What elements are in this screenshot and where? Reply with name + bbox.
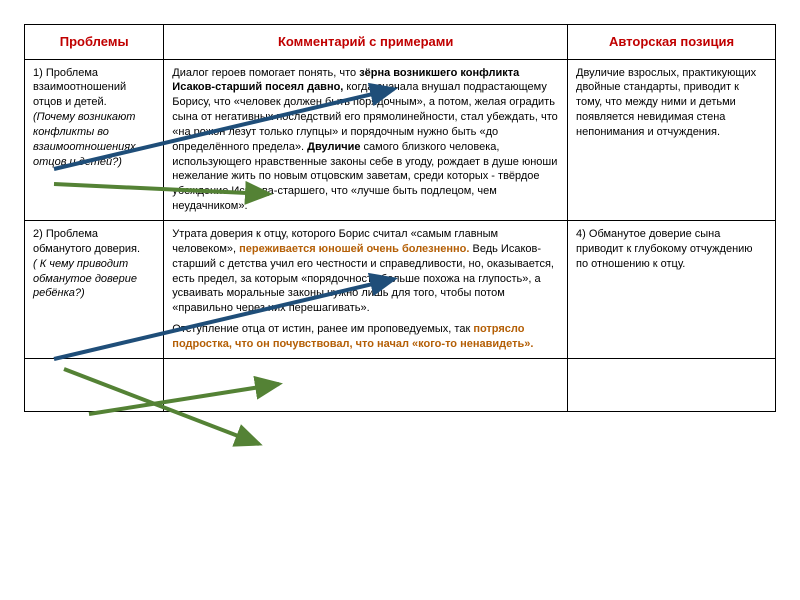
cell-author-2: 4) Обманутое доверие сына приводит к глу…: [568, 220, 776, 358]
cell-problem-2: 2) Проблема обманутого доверия. ( К чему…: [25, 220, 164, 358]
cell-comment-1: Диалог героев помогает понять, что зёрна…: [164, 59, 568, 220]
cell-problem-1: 1) Проблема взаимоотношений отцов и дете…: [25, 59, 164, 220]
author-text: 4) Обманутое доверие сына приводит к глу…: [576, 228, 753, 270]
comment-highlight: переживается юношей очень болезненно.: [239, 243, 469, 255]
problem-question: (Почему возникают конфликты во взаимоотн…: [33, 111, 136, 168]
comment-bold: Двуличие: [307, 141, 360, 153]
header-comment: Комментарий с примерами: [164, 25, 568, 60]
cell-comment-2: Утрата доверия к отцу, которого Борис сч…: [164, 220, 568, 358]
table-row: 1) Проблема взаимоотношений отцов и дете…: [25, 59, 776, 220]
table-header-row: Проблемы Комментарий с примерами Авторск…: [25, 25, 776, 60]
empty-cell: [164, 358, 568, 411]
problem-title: 2) Проблема обманутого доверия.: [33, 228, 140, 255]
author-text: Двуличие взрослых, практикующих двойные …: [576, 67, 756, 138]
cell-author-1: Двуличие взрослых, практикующих двойные …: [568, 59, 776, 220]
problem-question: ( К чему приводит обманутое доверие ребё…: [33, 258, 137, 300]
empty-cell: [25, 358, 164, 411]
comment-text: Диалог героев помогает понять, что: [172, 67, 359, 79]
empty-cell: [568, 358, 776, 411]
table-row-empty: [25, 358, 776, 411]
header-problems: Проблемы: [25, 25, 164, 60]
analysis-table: Проблемы Комментарий с примерами Авторск…: [24, 24, 776, 412]
table-row: 2) Проблема обманутого доверия. ( К чему…: [25, 220, 776, 358]
problem-title: 1) Проблема взаимоотношений отцов и дете…: [33, 67, 126, 109]
header-author: Авторская позиция: [568, 25, 776, 60]
comment-text: Отступление отца от истин, ранее им проп…: [172, 323, 473, 335]
